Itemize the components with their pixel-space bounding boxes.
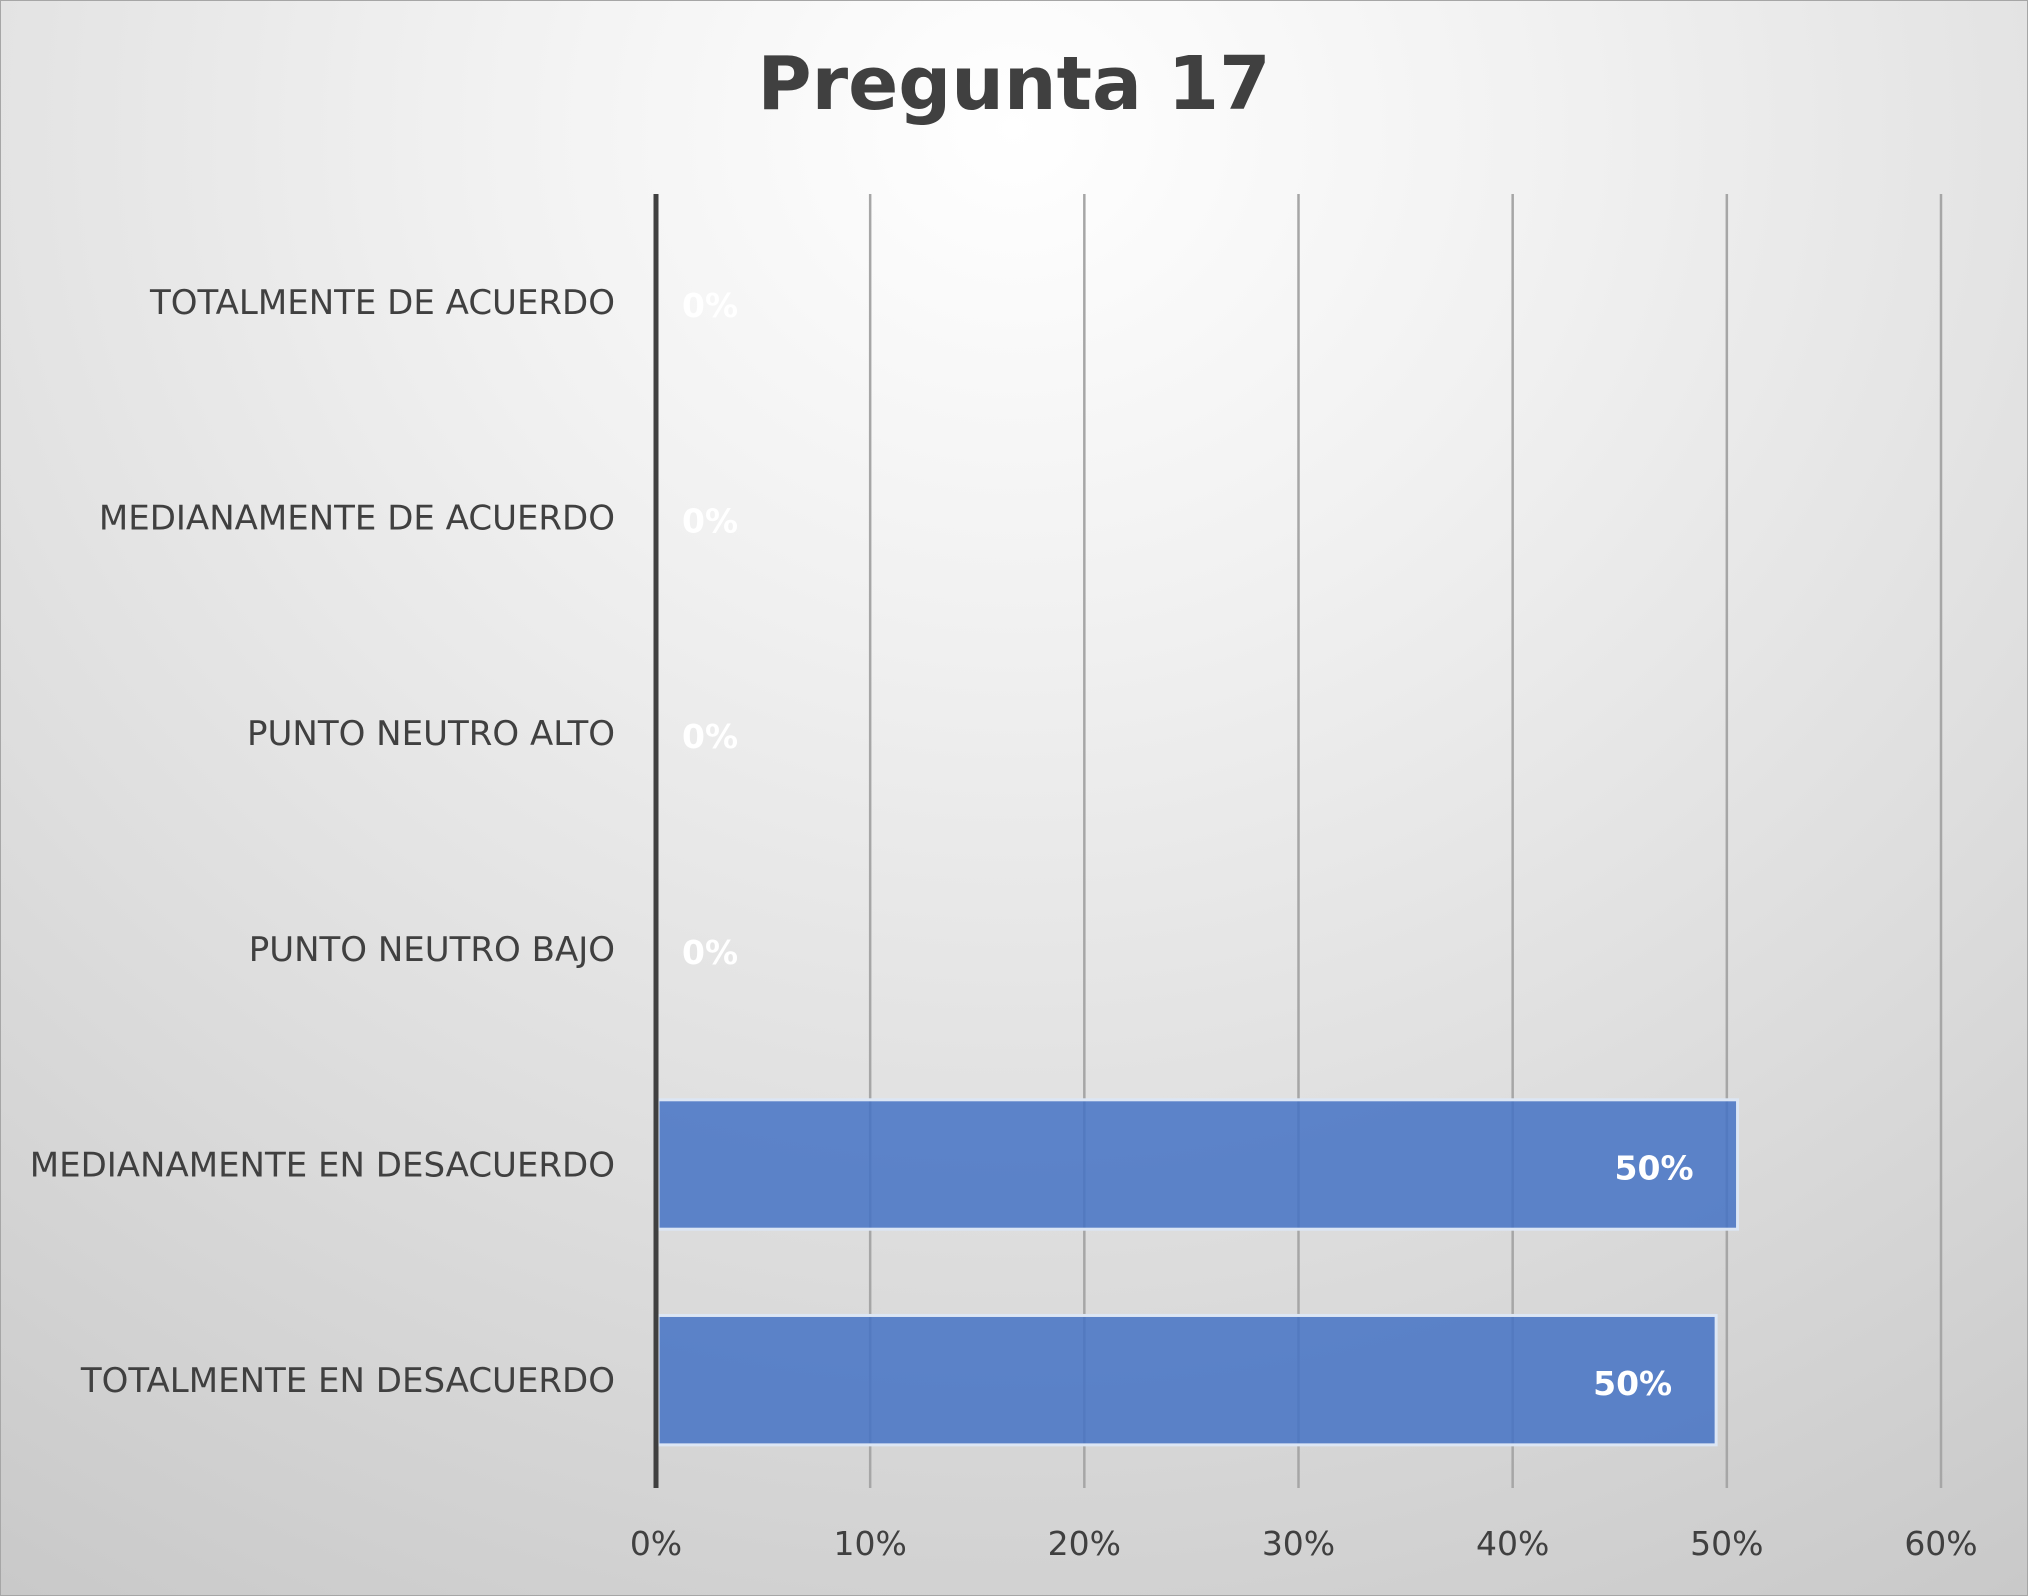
category-label: MEDIANAMENTE DE ACUERDO	[99, 499, 615, 539]
bar	[656, 1098, 1740, 1231]
x-tick-label: 40%	[1476, 1524, 1549, 1563]
data-label: 0%	[682, 933, 738, 972]
x-tick-label: 50%	[1690, 1524, 1763, 1563]
x-tick-labels: 0% 10% 20% 30% 40% 50% 60%	[630, 1524, 1978, 1563]
category-label: PUNTO NEUTRO BAJO	[249, 930, 615, 970]
category-label: PUNTO NEUTRO ALTO	[247, 714, 615, 754]
data-label: 50%	[1615, 1149, 1694, 1188]
bar	[656, 1313, 1718, 1447]
x-tick-label: 10%	[833, 1524, 906, 1563]
data-label: 0%	[682, 502, 738, 541]
category-labels: TOTALMENTE DE ACUERDO MEDIANAMENTE DE ACU…	[30, 283, 615, 1401]
x-tick-label: 30%	[1262, 1524, 1335, 1563]
data-label: 0%	[682, 286, 738, 325]
bars	[656, 1098, 1740, 1447]
category-label: TOTALMENTE EN DESACUERDO	[80, 1361, 615, 1401]
x-tick-label: 0%	[630, 1524, 682, 1563]
data-labels: 0% 0% 0% 0% 50% 50%	[682, 286, 1694, 1403]
category-label: MEDIANAMENTE EN DESACUERDO	[30, 1146, 615, 1186]
category-label: TOTALMENTE DE ACUERDO	[149, 283, 615, 323]
data-label: 0%	[682, 717, 738, 756]
data-label: 50%	[1593, 1364, 1672, 1403]
x-tick-label: 20%	[1048, 1524, 1121, 1563]
gridlines	[868, 194, 1943, 1488]
chart-title: Pregunta 17	[757, 41, 1271, 127]
x-tick-label: 60%	[1904, 1524, 1977, 1563]
